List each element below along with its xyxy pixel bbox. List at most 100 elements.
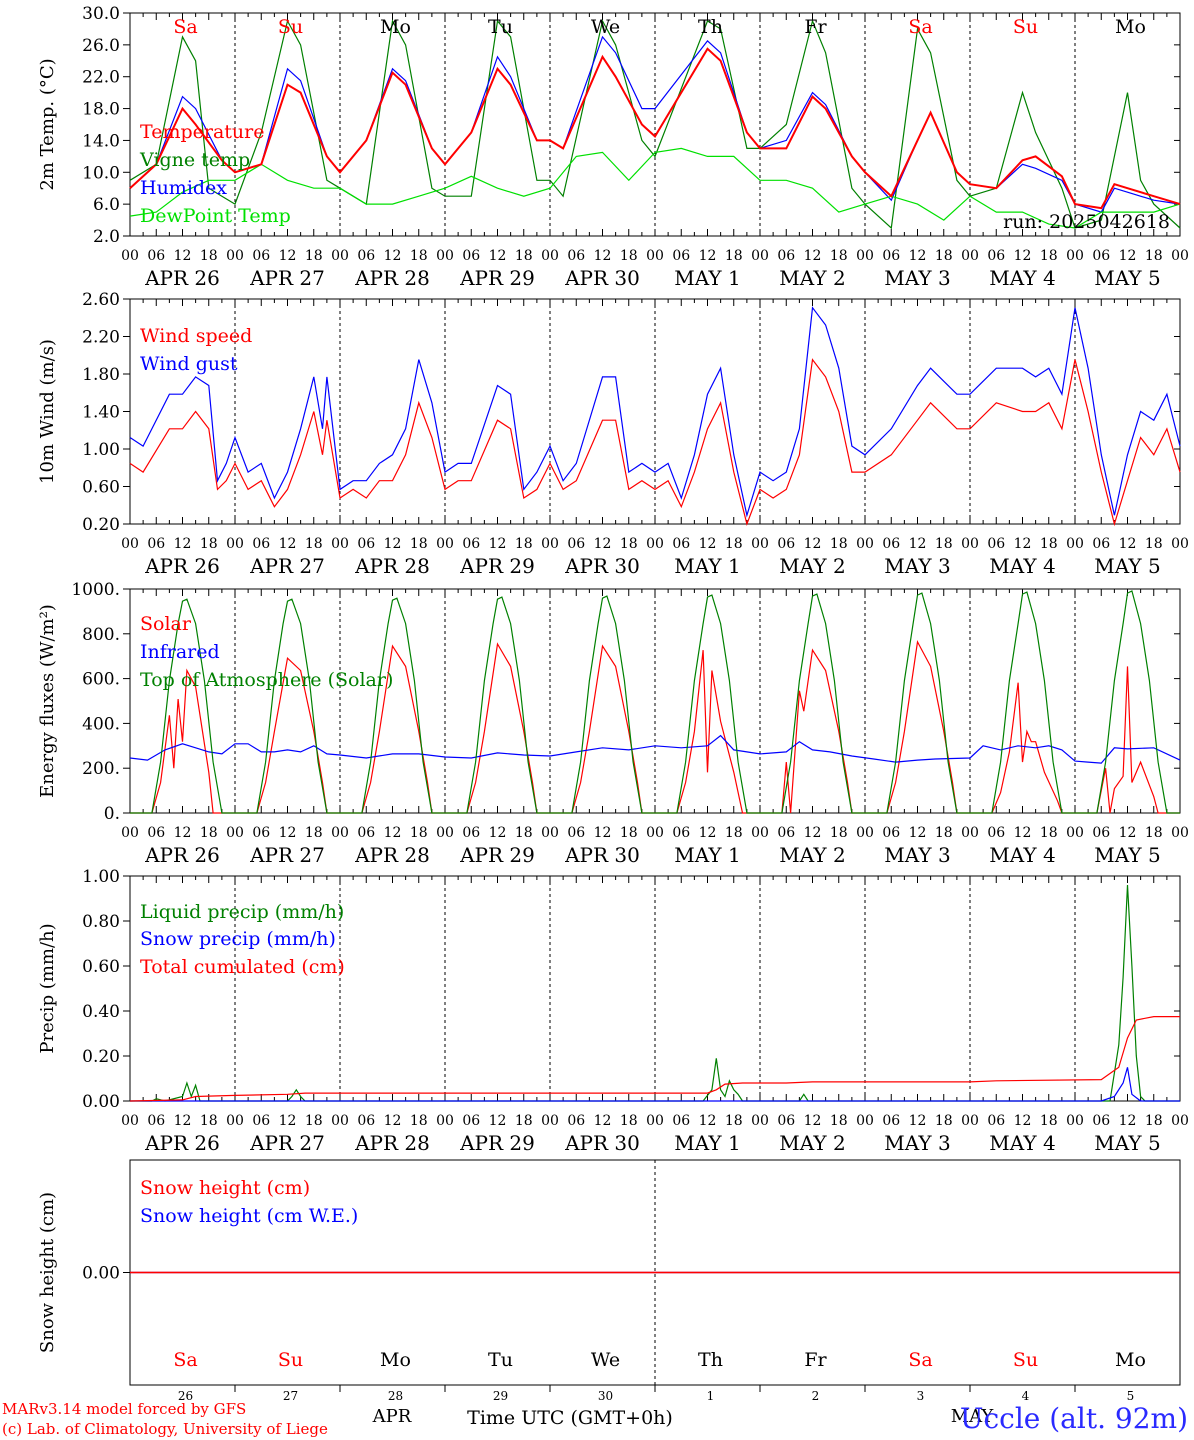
hour-tick-label: 18 (305, 536, 323, 552)
hour-tick-label: 00 (646, 248, 664, 264)
date-label: APR 29 (459, 843, 535, 867)
hour-tick-label: 06 (567, 248, 585, 264)
hour-tick-label: 12 (1014, 536, 1032, 552)
hour-tick-label: 12 (699, 536, 717, 552)
legend-entry: Snow precip (mm/h) (140, 928, 336, 950)
legend-entry: Wind gust (140, 353, 238, 375)
y-tick-label: 0. (104, 804, 120, 824)
hour-tick-label: 12 (384, 1113, 402, 1129)
hour-tick-label: 12 (804, 248, 822, 264)
month-label: MAY (951, 1406, 995, 1427)
legend-entry: Total cumulated (cm) (140, 956, 345, 978)
hour-tick-label: 06 (357, 536, 375, 552)
date-label: MAY 4 (989, 554, 1055, 578)
hour-tick-label: 06 (672, 825, 690, 841)
hour-tick-label: 12 (699, 248, 717, 264)
hour-tick-label: 00 (331, 536, 349, 552)
weekday-label-bottom: Sa (173, 1349, 197, 1371)
hour-tick-label: 12 (909, 1113, 927, 1129)
hour-tick-label: 00 (751, 536, 769, 552)
hour-tick-label: 00 (541, 248, 559, 264)
date-label: APR 26 (144, 266, 220, 290)
hour-tick-label: 18 (305, 1113, 323, 1129)
date-label: APR 29 (459, 1131, 535, 1155)
hour-tick-label: 12 (804, 1113, 822, 1129)
legend-entry: Top of Atmosphere (Solar) (140, 669, 393, 691)
hour-tick-label: 18 (410, 248, 428, 264)
y-tick-label: 0.60 (82, 478, 120, 498)
hour-tick-label: 06 (777, 248, 795, 264)
y-tick-label: 0.20 (82, 515, 120, 535)
date-label: MAY 5 (1094, 843, 1160, 867)
y-tick-label: 2.60 (82, 290, 120, 310)
hour-tick-label: 00 (541, 1113, 559, 1129)
date-label: APR 28 (354, 266, 430, 290)
hour-tick-label: 00 (1171, 1113, 1189, 1129)
date-label: MAY 4 (989, 1131, 1055, 1155)
legend-entry: Temperature (140, 121, 264, 143)
hour-tick-label: 00 (436, 825, 454, 841)
date-label: MAY 3 (884, 554, 950, 578)
series-line-wind-gust (129, 306, 1181, 518)
day-number-label: 26 (178, 1389, 193, 1403)
hour-tick-label: 06 (1092, 825, 1110, 841)
y-tick-label: 22.0 (82, 68, 120, 88)
hour-tick-label: 06 (462, 248, 480, 264)
series-line-solar (130, 640, 1180, 814)
y-tick-label: 200. (82, 759, 120, 779)
hour-tick-label: 18 (1145, 536, 1163, 552)
day-number-label: 3 (917, 1389, 925, 1403)
date-label: MAY 2 (779, 843, 845, 867)
hour-tick-label: 18 (620, 1113, 638, 1129)
date-label: MAY 3 (884, 1131, 950, 1155)
weekday-label-bottom: Fr (804, 1349, 827, 1371)
day-number-label: 30 (598, 1389, 613, 1403)
weekday-label-top: Tu (488, 16, 513, 38)
hour-tick-label: 06 (567, 536, 585, 552)
date-label: MAY 3 (884, 843, 950, 867)
day-number-label: 5 (1127, 1389, 1135, 1403)
hour-tick-label: 06 (1092, 536, 1110, 552)
y-tick-label: 600. (82, 670, 120, 690)
date-label: MAY 1 (674, 1131, 740, 1155)
hour-tick-label: 12 (489, 536, 507, 552)
date-label: APR 26 (144, 1131, 220, 1155)
y-tick-label: 1000. (71, 580, 120, 600)
hour-tick-label: 18 (830, 248, 848, 264)
series-line-temperature-bold (129, 47, 1181, 210)
x-axis-label: Time UTC (GMT+0h) (467, 1407, 673, 1429)
hour-tick-label: 06 (462, 536, 480, 552)
date-label: APR 30 (564, 554, 640, 578)
hour-tick-label: 18 (1040, 536, 1058, 552)
hour-tick-label: 00 (226, 1113, 244, 1129)
hour-tick-label: 12 (909, 248, 927, 264)
legend-entry: Wind speed (140, 325, 252, 347)
hour-tick-label: 06 (357, 248, 375, 264)
hour-tick-label: 12 (384, 248, 402, 264)
date-label: MAY 5 (1094, 266, 1160, 290)
hour-tick-label: 18 (725, 536, 743, 552)
date-label: MAY 2 (779, 266, 845, 290)
hour-tick-label: 00 (961, 248, 979, 264)
y-tick-label: 0.20 (82, 1047, 120, 1067)
weekday-label-top: We (591, 16, 620, 38)
date-label: APR 29 (459, 554, 535, 578)
legend-entry: Infrared (140, 641, 220, 663)
hour-tick-label: 06 (147, 1113, 165, 1129)
weekday-label-top: Fr (804, 16, 827, 38)
weekday-label-top: Mo (380, 16, 411, 38)
hour-tick-label: 12 (384, 825, 402, 841)
hour-tick-label: 06 (567, 825, 585, 841)
y-tick-label: 400. (82, 714, 120, 734)
y-tick-label: 800. (82, 625, 120, 645)
weekday-label-bottom: Th (698, 1349, 723, 1371)
day-number-label: 2 (812, 1389, 820, 1403)
hour-tick-label: 12 (699, 825, 717, 841)
hour-tick-label: 18 (935, 536, 953, 552)
series-line-dewpoint-temp (129, 147, 1181, 229)
hour-tick-label: 12 (279, 825, 297, 841)
hour-tick-label: 18 (830, 825, 848, 841)
date-label: APR 30 (564, 266, 640, 290)
hour-tick-label: 06 (567, 1113, 585, 1129)
